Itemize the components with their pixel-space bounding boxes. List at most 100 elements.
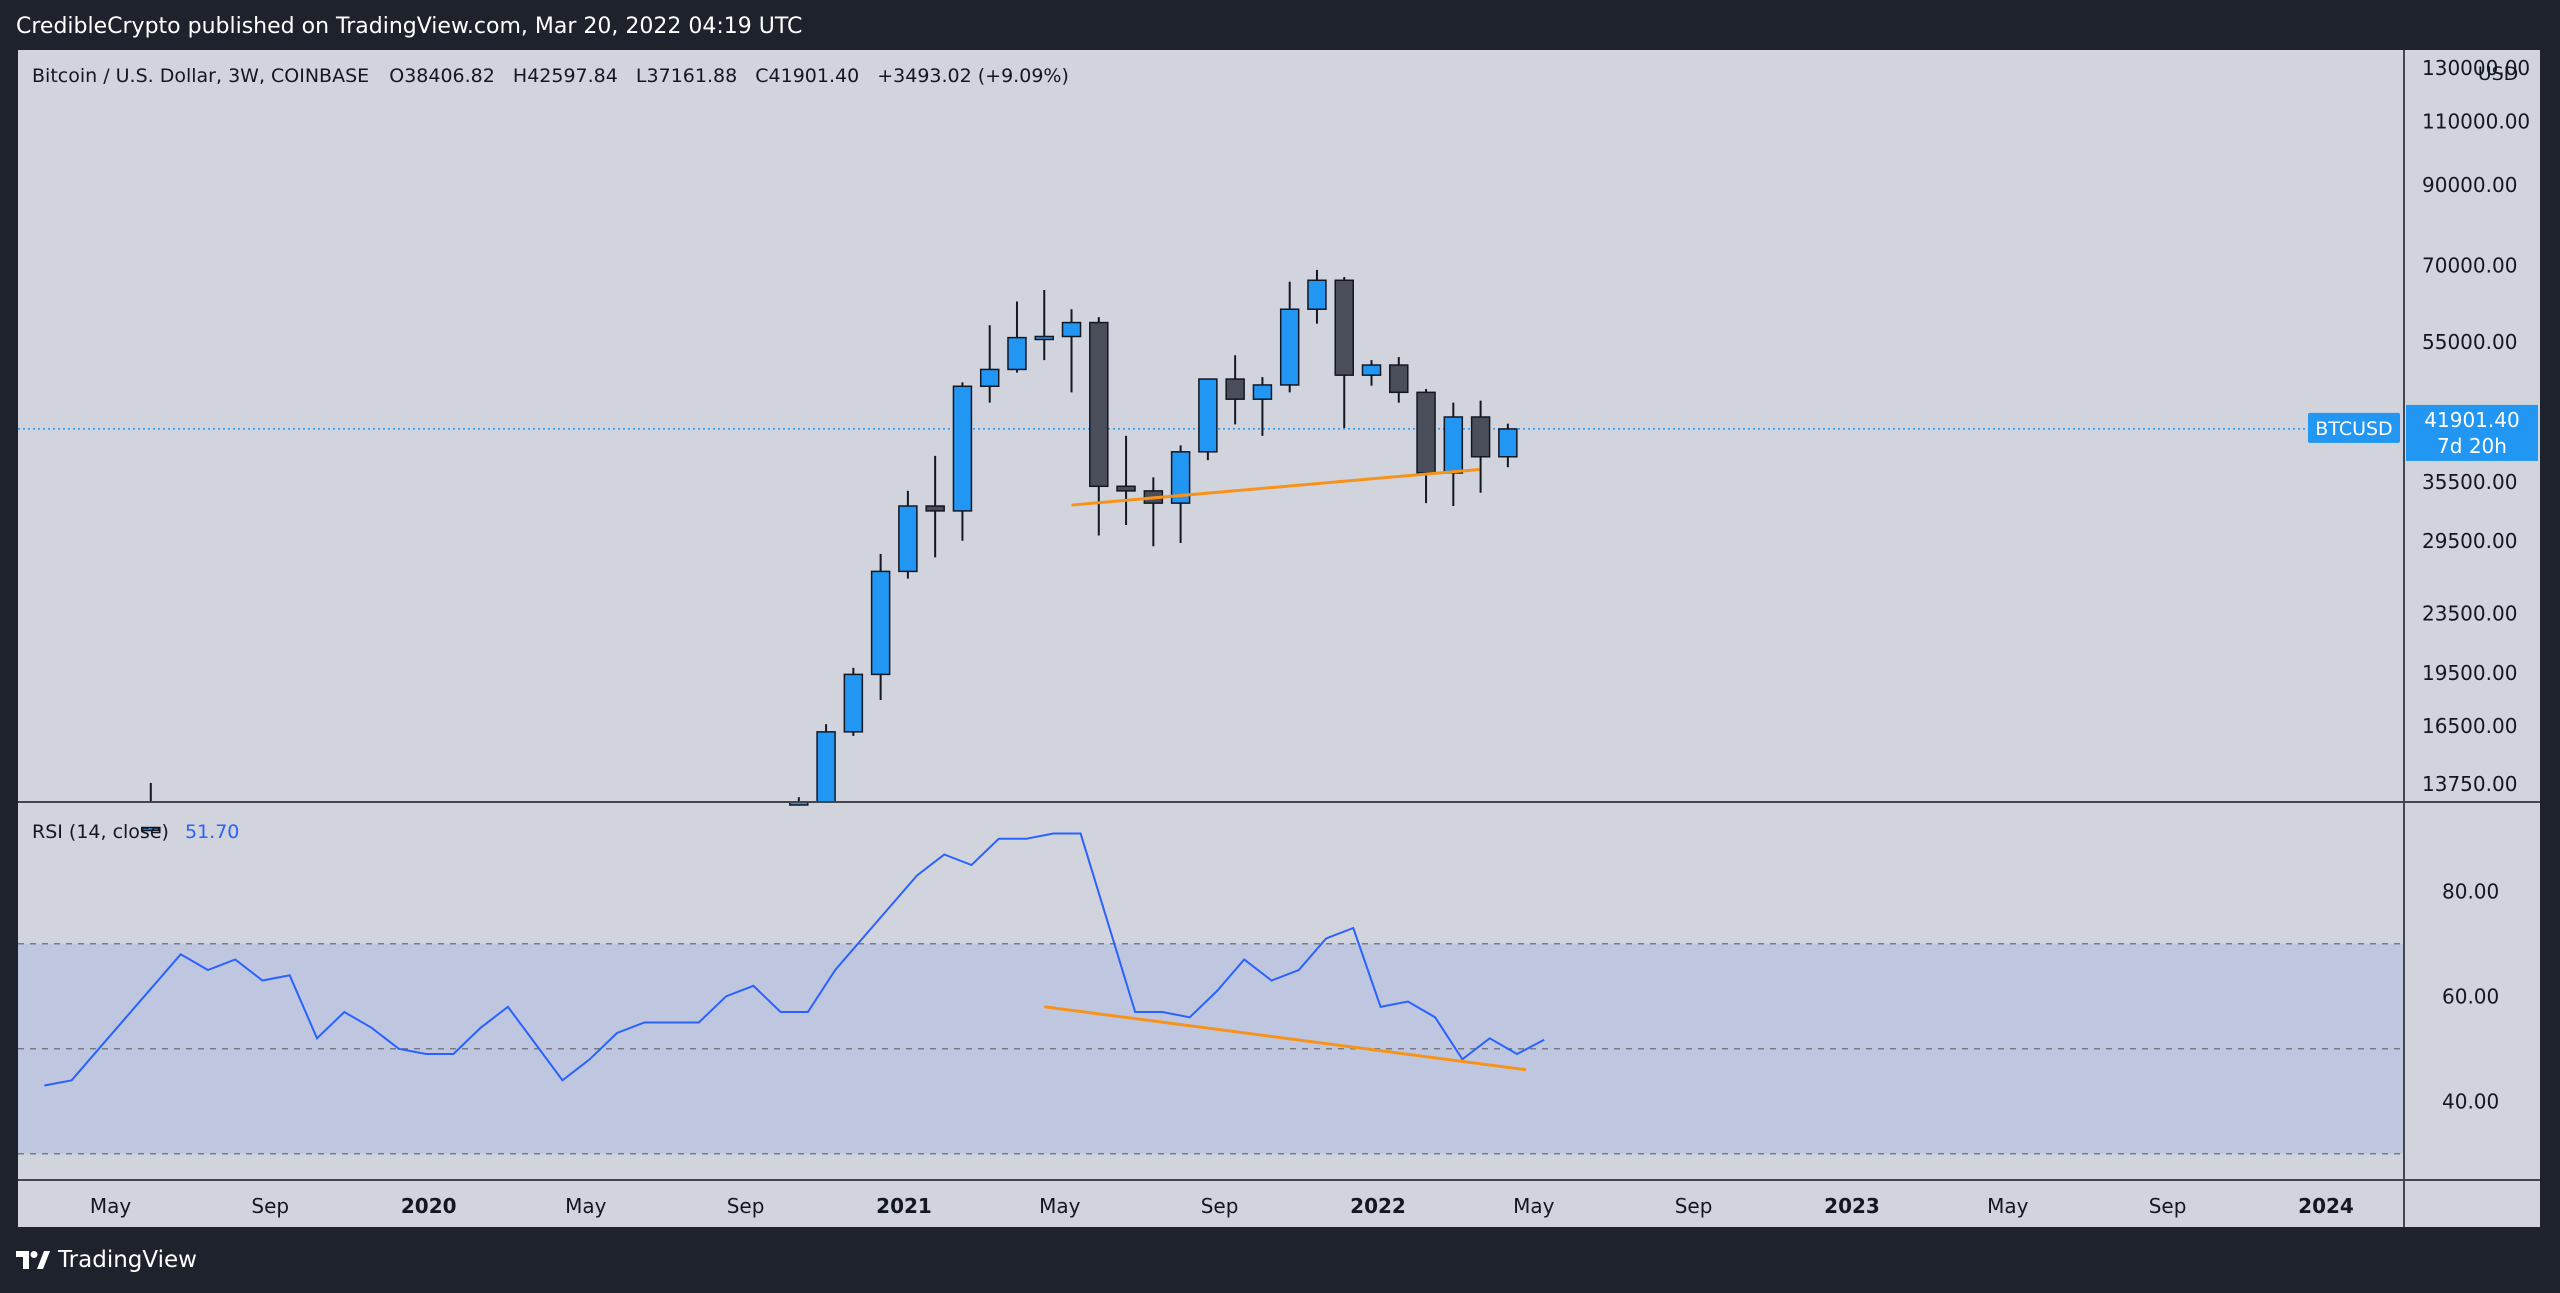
candle[interactable] [1170,445,1191,543]
time-tick-label: May [1987,1194,2029,1218]
legend-high-value: 42597.84 [527,65,618,87]
candle[interactable] [843,667,864,736]
candle[interactable] [1389,357,1409,403]
symbol-badge[interactable]: BTCUSD [2308,412,2400,443]
time-tick-label: May [1513,1194,1555,1218]
svg-text:Bitcoin / U.S. Dollar, 3W, COI: Bitcoin / U.S. Dollar, 3W, COINBASE O384… [32,65,1069,87]
rsi-trendline[interactable] [1044,1005,1527,1072]
time-tick-label: May [565,1194,607,1218]
rsi-legend-value: 51.70 [185,821,239,843]
candle[interactable] [898,490,918,579]
price-tick-label: 70000.00 [2422,253,2517,277]
candle-body-up [1252,384,1273,400]
candle-body-up [1307,279,1327,310]
price-badge-value: 41901.40 [2424,408,2519,432]
price-tick-label: 110000.00 [2422,109,2530,133]
candle-body-down [1389,364,1409,394]
chart-svg[interactable]: 130000.00 110000.00 90000.00 70000.00 55000.… [18,50,2540,1227]
price-tick-label: 35500.00 [2422,470,2517,494]
candle-body-down [925,505,945,512]
candle[interactable] [925,455,945,558]
candle[interactable] [1498,423,1518,468]
time-tick-label: Sep [727,1194,765,1218]
candle-body-up [843,673,864,733]
candle[interactable] [1443,402,1464,507]
candle[interactable] [1334,276,1354,429]
legend-close-label: C [755,65,768,87]
candle[interactable] [1470,400,1491,493]
footer-bar: TradingView [0,1227,2560,1293]
candle[interactable] [1198,378,1218,461]
price-tick-label: 130000.00 [2422,56,2530,80]
chart-area[interactable]: 130000.00 110000.00 90000.00 70000.00 55000.… [18,50,2540,1227]
legend-low-label: L [636,65,647,87]
candle[interactable] [1143,477,1164,547]
candle-body-up [1061,321,1082,338]
candle-body-up [870,570,891,676]
time-tick-label: 2024 [2298,1194,2354,1218]
time-tick-label: 2023 [1824,1194,1880,1218]
time-tick-label: 2022 [1350,1194,1406,1218]
candle[interactable] [1034,289,1055,361]
candle[interactable] [816,724,836,803]
candle[interactable] [870,554,891,701]
candle[interactable] [1116,435,1136,525]
candle-body-down [1225,378,1245,400]
price-tick-label: 19500.00 [2422,661,2517,685]
svg-text:RSI (14, close) 51.70: RSI (14, close) 51.70 [32,821,239,843]
candle[interactable] [1007,301,1027,373]
tradingview-logo[interactable]: TradingView [16,1245,197,1275]
candle-body-down [1334,279,1354,376]
candle-body-up [1498,428,1518,458]
legend-symbol: Bitcoin / U.S. Dollar, 3W, COINBASE [32,65,369,87]
published-header: CredibleCrypto published on TradingView.… [0,0,2560,50]
candle-body-up [1443,416,1464,474]
legend-close-value: 41901.40 [769,65,860,87]
candle-body-up [898,505,918,573]
price-trendline[interactable] [1071,467,1480,507]
legend-high-label: H [513,65,527,87]
candle[interactable] [1279,281,1300,393]
symbol-badge-text: BTCUSD [2315,418,2392,440]
candle[interactable] [979,325,1000,403]
legend-change: +3493.02 (+9.09%) [877,65,1069,87]
candle-body-up [1198,378,1218,453]
candle[interactable] [1089,317,1109,536]
legend-open-label: O [389,65,404,87]
legend-open-value: 38406.82 [404,65,495,87]
candle[interactable] [1061,309,1082,393]
candle-body-up [952,385,973,512]
price-badge-background [2406,404,2538,461]
time-tick-label: Sep [1675,1194,1713,1218]
price-tick-label: 13750.00 [2422,772,2517,796]
candle[interactable] [952,382,973,541]
time-tick-label: Sep [251,1194,289,1218]
candle-body-up [1170,451,1191,504]
candle-body-up [1279,308,1300,386]
rsi-tick-label: 60.00 [2442,984,2499,1008]
price-axis-unit: USD [2478,63,2519,85]
published-text: CredibleCrypto published on TradingView.… [16,14,803,39]
candle-body-up [816,731,836,803]
time-tick-label: 2020 [401,1194,457,1218]
candle-body-down [1116,485,1136,492]
tradingview-logo-icon [16,1251,50,1269]
candle[interactable] [1361,360,1382,386]
time-tick-label: May [90,1194,132,1218]
candle-body-down [1470,416,1491,458]
rsi-line [44,832,1545,1087]
candle[interactable] [1225,355,1245,425]
candle[interactable] [1416,388,1436,504]
price-tick-label: 16500.00 [2422,714,2517,738]
symbol-badge-background [2308,412,2400,443]
time-tick-label: Sep [1201,1194,1239,1218]
price-tick-label: 90000.00 [2422,173,2517,197]
price-tick-label: 55000.00 [2422,330,2517,354]
time-tick-label: May [1039,1194,1081,1218]
tradingview-brand: TradingView [58,1247,197,1273]
candle[interactable] [141,782,161,832]
candle[interactable] [1252,377,1273,436]
candle-body-up [979,368,1000,388]
candle[interactable] [1307,269,1327,324]
